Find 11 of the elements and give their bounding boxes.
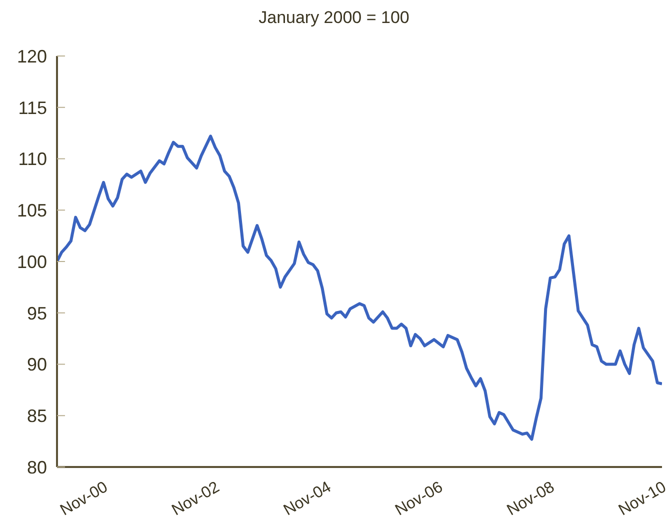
line-series (57, 134, 662, 441)
y-tick-label: 110 (18, 149, 47, 170)
y-tick-label: 105 (16, 200, 47, 221)
y-tick-label: 85 (26, 406, 47, 426)
y-tick-label: 95 (26, 303, 47, 324)
y-tick-label: 120 (16, 46, 47, 66)
y-tick-label: 80 (26, 457, 47, 478)
y-tick-label: 100 (16, 252, 47, 272)
y-tick-label: 115 (18, 98, 47, 118)
chart-title: January 2000 = 100 (258, 8, 410, 28)
y-tick-label: 90 (26, 354, 47, 375)
